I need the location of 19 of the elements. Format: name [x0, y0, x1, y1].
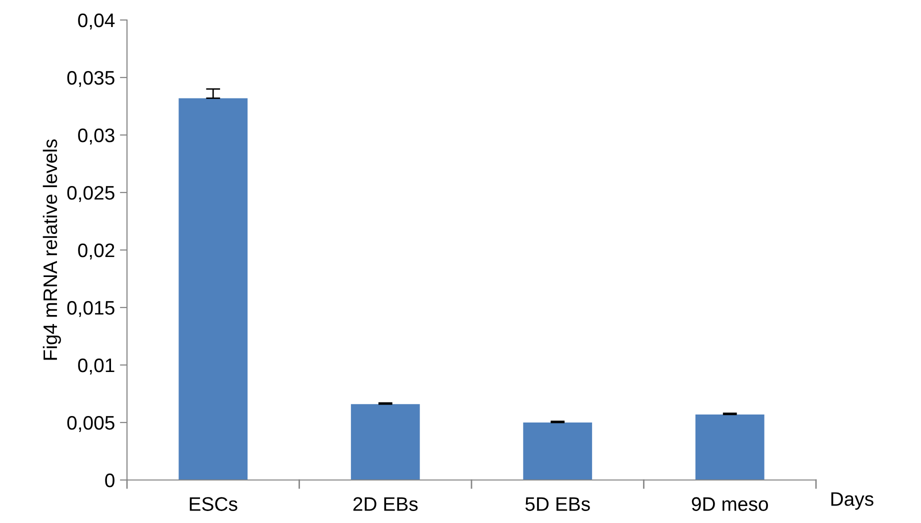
y-tick-label: 0,005	[67, 416, 114, 432]
y-tick-label: 0,02	[78, 243, 114, 260]
x-tick-label: 5D EBs	[525, 497, 590, 511]
x-tick-label: 9D meso	[692, 497, 768, 511]
y-tick-label: 0,01	[78, 358, 114, 375]
y-axis-title: Fig4 mRNA relative levels	[42, 139, 61, 360]
bar	[350, 404, 420, 480]
bar	[523, 422, 592, 480]
y-tick-label: 0,03	[78, 128, 114, 145]
y-tick-label: 0,025	[67, 186, 114, 202]
x-tick-label: ESCs	[190, 497, 238, 511]
x-axis-title: Days	[831, 492, 874, 510]
y-tick-label: 0,04	[78, 13, 115, 30]
y-tick-label: 0,035	[67, 70, 114, 88]
y-tick-label: 0	[105, 473, 114, 488]
bar	[695, 414, 764, 480]
bar	[178, 98, 248, 480]
x-tick-label: 2D EBs	[353, 497, 418, 511]
y-tick-label: 0,015	[67, 300, 114, 318]
